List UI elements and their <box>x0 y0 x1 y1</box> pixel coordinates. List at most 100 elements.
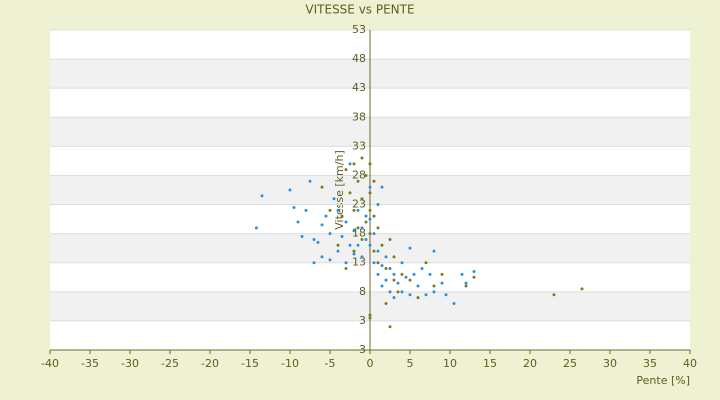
point <box>416 284 420 288</box>
point <box>360 156 364 160</box>
point <box>376 272 380 276</box>
point <box>464 284 468 288</box>
point <box>368 185 372 189</box>
point <box>364 237 368 241</box>
point <box>360 226 364 230</box>
point <box>352 208 356 212</box>
point <box>320 255 324 259</box>
point <box>348 191 352 195</box>
point <box>304 208 308 212</box>
x-tick-label: 25 <box>563 357 577 370</box>
point <box>404 275 408 279</box>
x-tick-label: 10 <box>443 357 457 370</box>
point <box>424 293 428 297</box>
point <box>260 194 264 198</box>
point <box>348 243 352 247</box>
point <box>376 203 380 207</box>
point <box>400 272 404 276</box>
point <box>428 272 432 276</box>
point <box>368 243 372 247</box>
x-axis-label: Pente [%] <box>636 374 690 387</box>
point <box>460 272 464 276</box>
point <box>312 237 316 241</box>
x-tick-label: -25 <box>161 357 179 370</box>
point <box>336 243 340 247</box>
point <box>344 168 348 172</box>
point <box>392 296 396 300</box>
point <box>392 255 396 259</box>
point <box>360 237 364 241</box>
point <box>320 223 324 227</box>
point <box>372 261 376 265</box>
point <box>368 316 372 320</box>
point <box>392 272 396 276</box>
point <box>360 197 364 201</box>
x-tick-label: -20 <box>201 357 219 370</box>
point <box>432 249 436 253</box>
point <box>352 229 356 233</box>
point <box>444 293 448 297</box>
point <box>408 293 412 297</box>
y-tick-label: 33 <box>352 139 366 152</box>
point <box>328 258 332 262</box>
point <box>388 325 392 329</box>
point <box>420 267 424 271</box>
point <box>380 185 384 189</box>
point <box>472 275 476 279</box>
y-tick-label: 48 <box>352 52 366 65</box>
point <box>372 214 376 218</box>
point <box>372 249 376 253</box>
x-tick-label: -10 <box>281 357 299 370</box>
x-tick-label: -40 <box>41 357 59 370</box>
x-tick-label: -5 <box>325 357 336 370</box>
point <box>352 249 356 253</box>
point <box>380 243 384 247</box>
x-tick-label: 0 <box>367 357 374 370</box>
point <box>384 255 388 259</box>
point <box>348 162 352 166</box>
chart-title: VITESSE vs PENTE <box>305 3 414 17</box>
point <box>352 252 356 256</box>
point <box>364 220 368 224</box>
point <box>368 217 372 221</box>
point <box>296 220 300 224</box>
point <box>372 179 376 183</box>
y-tick-label: 13 <box>352 256 366 269</box>
y-tick-label: 3 <box>359 314 366 327</box>
point <box>412 272 416 276</box>
point <box>388 237 392 241</box>
point <box>332 197 336 201</box>
point <box>396 290 400 294</box>
x-tick-label: -30 <box>121 357 139 370</box>
point <box>380 284 384 288</box>
point <box>356 226 360 230</box>
point <box>400 261 404 265</box>
y-tick-label: 53 <box>352 23 366 36</box>
point <box>392 278 396 282</box>
y-tick-label: 28 <box>352 168 366 181</box>
point <box>316 240 320 244</box>
point <box>376 261 380 265</box>
point <box>328 208 332 212</box>
point <box>368 208 372 212</box>
point <box>308 179 312 183</box>
point <box>424 261 428 265</box>
point <box>368 191 372 195</box>
point <box>472 269 476 273</box>
x-tick-label: 5 <box>407 357 414 370</box>
y-tick-label: 38 <box>352 110 366 123</box>
point <box>384 301 388 305</box>
point <box>292 205 296 209</box>
y-tick-label: 23 <box>352 198 366 211</box>
point <box>452 301 456 305</box>
point <box>328 232 332 236</box>
point <box>344 261 348 265</box>
point <box>380 264 384 268</box>
y-tick-label: 18 <box>352 227 366 240</box>
point <box>336 249 340 253</box>
point <box>368 162 372 166</box>
x-tick-label: 20 <box>523 357 537 370</box>
point <box>580 287 584 291</box>
x-tick-label: 30 <box>603 357 617 370</box>
